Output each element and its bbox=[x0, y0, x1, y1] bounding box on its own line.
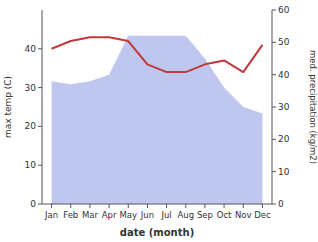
x-tick bbox=[128, 204, 129, 208]
temperature-line bbox=[52, 37, 263, 72]
y-axis-label: max temp (C) bbox=[3, 76, 13, 138]
y-axis-line bbox=[42, 10, 43, 204]
x-tick bbox=[89, 204, 90, 208]
y-tick bbox=[38, 126, 42, 127]
x-tick bbox=[147, 204, 148, 208]
x-tick bbox=[109, 204, 110, 208]
precipitation-area bbox=[52, 36, 263, 204]
y2-tick bbox=[272, 107, 276, 108]
y-tick-label: 30 bbox=[25, 83, 37, 93]
x-tick-label: Jun bbox=[140, 210, 154, 220]
y2-tick-label: 30 bbox=[278, 102, 290, 112]
x-tick bbox=[70, 204, 71, 208]
x-tick bbox=[204, 204, 205, 208]
x-tick bbox=[51, 204, 52, 208]
y2-tick bbox=[272, 139, 276, 140]
plot-area bbox=[52, 36, 263, 204]
x-tick bbox=[185, 204, 186, 208]
x-tick bbox=[166, 204, 167, 208]
y2-tick-label: 20 bbox=[278, 134, 290, 144]
y2-tick bbox=[272, 171, 276, 172]
y-tick-label: 10 bbox=[25, 160, 37, 170]
y-tick-label: 20 bbox=[25, 121, 37, 131]
x-tick bbox=[224, 204, 225, 208]
y-tick bbox=[38, 48, 42, 49]
y-tick-label: 0 bbox=[30, 199, 36, 209]
x-tick-label: Dec bbox=[254, 210, 271, 220]
x-tick-label: Aug bbox=[177, 210, 194, 220]
x-tick-label: Jan bbox=[44, 210, 58, 220]
y2-tick bbox=[272, 42, 276, 43]
y2-tick-label: 10 bbox=[278, 167, 290, 177]
y2-tick bbox=[272, 10, 276, 11]
y2-tick bbox=[272, 74, 276, 75]
x-tick-label: Feb bbox=[63, 210, 78, 220]
y-tick-label: 40 bbox=[25, 44, 37, 54]
x-axis-label: date (month) bbox=[120, 227, 194, 238]
x-tick-label: Mar bbox=[82, 210, 99, 220]
x-tick-label: Oct bbox=[217, 210, 232, 220]
x-axis-line bbox=[42, 204, 272, 205]
y2-tick-label: 50 bbox=[278, 37, 290, 47]
y-tick bbox=[38, 165, 42, 166]
x-tick bbox=[243, 204, 244, 208]
x-tick-label: May bbox=[119, 210, 137, 220]
y2-axis-label: med. precipitation (kg/m2) bbox=[308, 50, 318, 164]
x-tick-label: Nov bbox=[235, 210, 252, 220]
x-tick-label: Jul bbox=[160, 210, 171, 220]
y-tick bbox=[38, 204, 42, 205]
y2-tick bbox=[272, 204, 276, 205]
x-tick bbox=[262, 204, 263, 208]
y-tick bbox=[38, 87, 42, 88]
chart-container: 0 10 20 30 40 0 10 20 30 40 50 60 Jan Feb MarAprMayJun… bbox=[0, 0, 318, 242]
chart: 0 10 20 30 40 0 10 20 30 40 50 60 Jan Feb MarAprMayJun… bbox=[0, 0, 318, 242]
x-tick-label: Apr bbox=[102, 210, 117, 220]
x-tick-label: Sep bbox=[197, 210, 213, 220]
y2-tick-label: 60 bbox=[278, 5, 290, 15]
y2-tick-label: 40 bbox=[278, 70, 290, 80]
y2-tick-label: 0 bbox=[278, 199, 284, 209]
